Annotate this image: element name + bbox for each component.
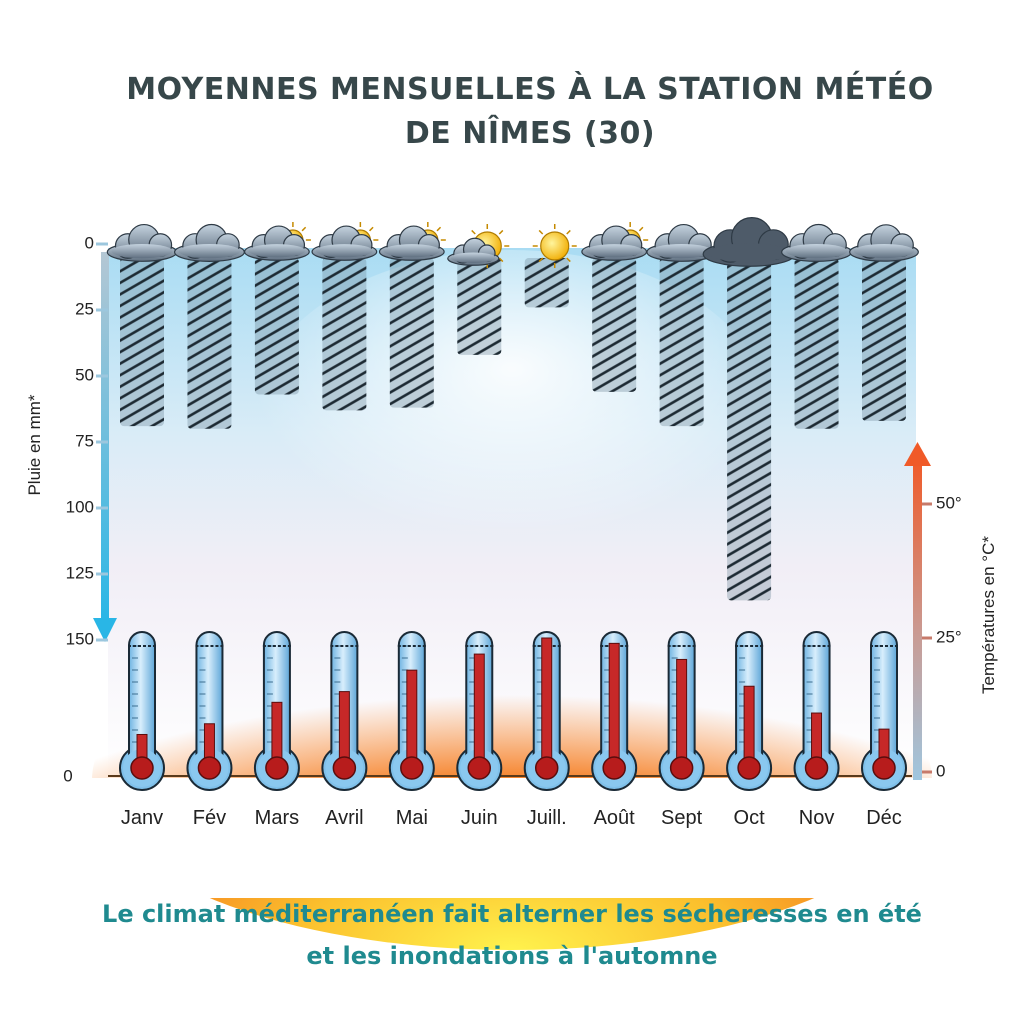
cloud-icon <box>849 224 919 262</box>
rain-axis-tick-label: 125 <box>66 563 94 582</box>
rain-bar <box>794 258 839 429</box>
month-label: Juill. <box>527 807 567 829</box>
rain-axis <box>93 252 117 642</box>
rain-bar <box>592 258 637 392</box>
rain-bar <box>457 258 502 355</box>
rain-bar <box>389 258 434 408</box>
heat-glow-mask <box>0 778 1024 898</box>
temp-axis-arrow <box>904 442 931 466</box>
month-label: Sept <box>661 807 703 829</box>
month-label: Juin <box>461 807 498 829</box>
temperature-column <box>406 669 418 769</box>
thermometer <box>523 631 570 791</box>
cloud-icon <box>174 223 245 262</box>
thermometer <box>456 631 503 791</box>
rain-bar <box>524 258 569 308</box>
rain-bar <box>187 258 232 429</box>
clouds <box>106 217 919 268</box>
thermometer <box>861 631 907 791</box>
chart-caption: Le climat méditerranéen fait alterner le… <box>0 893 1024 977</box>
rain-bar <box>120 258 164 427</box>
cloud-icon <box>781 223 852 262</box>
thermometer <box>726 631 773 791</box>
month-label: Nov <box>799 807 835 829</box>
month-label: Mars <box>255 807 299 829</box>
month-label: Oct <box>734 807 766 829</box>
thermometer-bulb <box>534 756 559 780</box>
rain-axis-title: Pluie en mm* <box>25 394 44 495</box>
thermometers <box>119 631 907 791</box>
rain-axis-line <box>101 252 109 624</box>
rain-bar <box>322 258 367 411</box>
temp-axis-ticks: 0 25° 50° <box>922 493 962 780</box>
thermometer <box>253 631 300 791</box>
temperature-column <box>743 685 755 769</box>
thermometer-bulb <box>400 756 424 780</box>
rain-axis-arrow <box>93 618 117 642</box>
month-label: Fév <box>193 807 226 829</box>
month-labels: Janv Fév Mars Avril Mai Juin Juill. Août Sept Oct… <box>121 807 902 829</box>
rain-axis-tick-label: 150 <box>66 629 94 648</box>
temp-axis-tick-label: 0 <box>936 761 945 780</box>
temp-axis-line <box>913 458 922 780</box>
chart-title: MOYENNES MENSUELLES À LA STATION MÉTÉO D… <box>0 68 1024 156</box>
chart-title-line-1: MOYENNES MENSUELLES À LA STATION MÉTÉO <box>126 72 934 107</box>
thermometer-bulb <box>602 756 626 780</box>
thermometer <box>658 631 705 791</box>
thermometer-bulb <box>804 756 829 780</box>
thermometer <box>186 631 233 791</box>
rain-axis-tick-label: 100 <box>66 497 94 516</box>
temp-axis-tick-label: 50° <box>936 493 962 512</box>
sun-icon <box>532 224 577 268</box>
temperature-column <box>541 637 553 769</box>
cloud-icon <box>581 225 648 261</box>
thermometer <box>388 631 435 791</box>
chart-caption-line-2: et les inondations à l'automne <box>306 942 718 970</box>
month-label: Déc <box>866 807 902 829</box>
thermometer-bulb <box>467 756 492 780</box>
thermometer-bulb <box>130 756 154 780</box>
month-label: Mai <box>396 807 428 829</box>
cloud-icon <box>244 225 310 261</box>
thermometer-bulb <box>872 756 896 780</box>
cloud-icon <box>702 217 796 267</box>
sun-glow <box>252 250 772 590</box>
temp-axis-tick-label: 25° <box>936 627 962 646</box>
temp-axis-title: Températures en °C* <box>979 536 998 694</box>
chart-caption-line-1: Le climat méditerranéen fait alterner le… <box>102 900 922 928</box>
thermometer-bulb <box>669 756 694 780</box>
thermometer <box>591 631 638 791</box>
rain-axis-tick-label: 25 <box>75 299 94 318</box>
rain-bars <box>120 258 906 601</box>
rain-bar <box>254 258 299 395</box>
temperature-column <box>473 653 485 769</box>
thermometer <box>119 631 165 791</box>
cloud-icon <box>106 223 178 262</box>
temp-axis <box>904 442 931 780</box>
cloud-icon <box>447 237 500 266</box>
chart-title-line-2: DE NÎMES (30) <box>404 116 656 151</box>
thermometer-bulb <box>332 756 357 780</box>
temperature-column <box>608 642 620 769</box>
cloud-icon <box>378 225 445 261</box>
month-label: Avril <box>325 807 364 829</box>
month-label: Janv <box>121 807 163 829</box>
thermometer <box>321 631 368 791</box>
thermometer <box>793 631 840 791</box>
rain-axis-tick-label: 50 <box>75 365 94 384</box>
thermometer-bulb <box>737 756 761 780</box>
rain-axis-tick-label: 0 <box>85 233 94 252</box>
rain-axis-ticks: 0 25 50 75 100 125 150 <box>66 233 108 648</box>
cloud-icon <box>311 225 378 261</box>
rain-bar <box>727 258 772 601</box>
thermometer-zero-label: 0 <box>63 766 72 785</box>
month-label: Août <box>594 807 636 829</box>
rain-axis-tick-label: 75 <box>75 431 94 450</box>
temperature-column <box>676 658 688 769</box>
thermometer-bulb <box>197 756 222 780</box>
thermometer-bulb <box>265 756 289 780</box>
rain-bar <box>659 258 704 427</box>
rain-bar <box>862 258 906 421</box>
